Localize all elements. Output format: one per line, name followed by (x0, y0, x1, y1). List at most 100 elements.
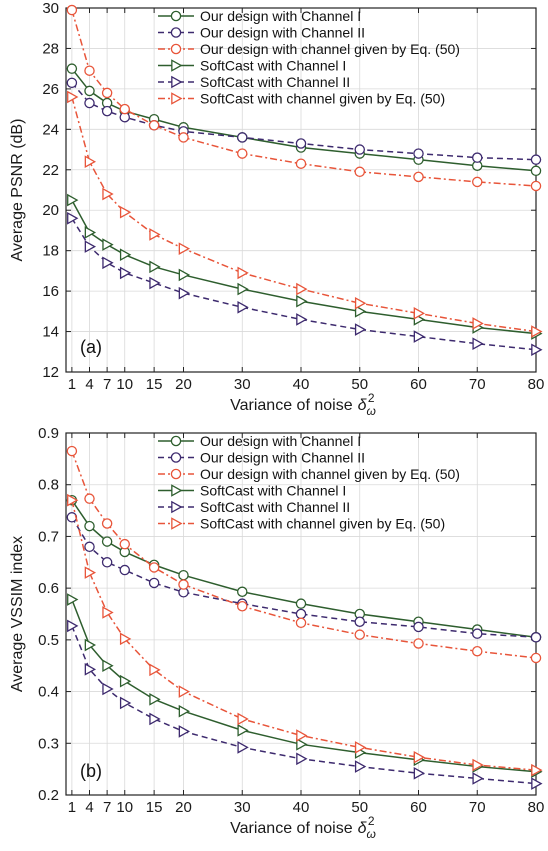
data-point (178, 242, 191, 255)
data-point (236, 148, 248, 159)
data-point (67, 90, 79, 104)
data-point (237, 712, 249, 726)
data-point (84, 85, 95, 97)
data-point (66, 77, 78, 89)
data-point (84, 155, 97, 168)
data-point (531, 777, 543, 790)
x-tick-label: 60 (410, 376, 427, 393)
data-point (66, 4, 78, 16)
data-point (67, 593, 79, 606)
data-point (148, 577, 160, 589)
data-point (178, 725, 191, 738)
x-axis-title-text: Variance of noise (230, 397, 353, 414)
data-point (178, 286, 191, 300)
y-tick-label: 0.2 (38, 787, 59, 804)
data-point (66, 445, 78, 457)
x-tick-label: 10 (116, 376, 133, 393)
series-4 (67, 212, 543, 357)
data-point (296, 294, 308, 308)
data-point (354, 741, 367, 754)
y-tick-label: 0.7 (38, 528, 59, 545)
x-tick-label: 15 (146, 376, 163, 393)
series-line (71, 199, 537, 335)
y-tick-label: 18 (42, 243, 59, 260)
x-axis-title: Variance of noise δω2 (230, 391, 376, 418)
series-line (71, 500, 537, 771)
series-5 (67, 90, 543, 338)
series-3 (67, 193, 543, 340)
data-point (236, 586, 248, 598)
y-tick-label: 0.5 (38, 632, 59, 649)
legend-entry: SoftCast with Channel I (200, 58, 346, 74)
x-axis-symbol: δ (358, 820, 368, 837)
y-tick-label: 0.3 (38, 735, 59, 752)
data-point (295, 158, 307, 169)
legend-swatch-marker (170, 10, 182, 22)
data-point (236, 600, 248, 612)
x-tick-label: 1 (68, 799, 76, 816)
data-point (354, 166, 365, 178)
data-point (237, 266, 249, 280)
y-tick-label: 16 (42, 283, 59, 300)
legend-entry: Our design with channel given by Eq. (50… (200, 41, 460, 57)
data-point (354, 296, 367, 310)
x-axis-subscript: ω (366, 827, 375, 841)
series-line (71, 217, 537, 351)
data-point (531, 763, 543, 777)
data-point (119, 696, 132, 710)
x-tick-label: 1 (68, 376, 76, 393)
data-point (149, 663, 161, 677)
data-point (101, 536, 113, 547)
data-point (67, 212, 79, 225)
data-point (530, 165, 542, 177)
series-4 (67, 619, 543, 790)
x-axis-superscript: 2 (368, 391, 375, 405)
data-point (84, 520, 95, 532)
x-tick-label: 40 (293, 799, 310, 816)
data-point (119, 538, 131, 550)
legend-swatch-marker (170, 43, 182, 55)
data-point (66, 63, 78, 74)
legend-entry: Our design with Channel I (200, 8, 361, 24)
legend-swatch-marker (170, 468, 182, 480)
series-line (71, 625, 537, 785)
legend-swatch-marker (171, 517, 183, 530)
data-point (119, 266, 132, 280)
data-point (295, 608, 307, 620)
data-point (530, 180, 542, 192)
data-point (472, 337, 484, 350)
data-point (530, 154, 542, 165)
x-tick-label: 7 (103, 799, 111, 816)
data-point (84, 65, 95, 76)
data-point (149, 228, 161, 241)
data-point (102, 238, 114, 251)
series-2 (66, 445, 542, 664)
data-point (237, 300, 249, 314)
data-point (84, 566, 97, 579)
y-tick-label: 20 (42, 202, 59, 219)
data-point (101, 518, 113, 529)
x-tick-label: 20 (175, 376, 192, 393)
data-point (413, 171, 424, 183)
x-tick-label: 60 (410, 799, 427, 816)
series-5 (67, 493, 543, 777)
legend-entry: SoftCast with channel given by Eq. (50) (200, 516, 445, 532)
data-point (354, 616, 365, 628)
data-point (102, 187, 114, 201)
data-point (178, 268, 191, 282)
data-point (354, 760, 367, 773)
x-tick-label: 50 (351, 376, 368, 393)
data-point (531, 343, 543, 357)
y-tick-label: 24 (42, 121, 59, 138)
data-point (295, 138, 307, 149)
y-tick-label: 26 (42, 81, 59, 98)
legend: Our design with Channel I Our design with… (158, 8, 460, 107)
data-point (413, 621, 424, 633)
data-point (295, 617, 307, 629)
x-tick-label: 70 (469, 799, 486, 816)
x-tick-label: 4 (85, 376, 93, 393)
data-point (413, 330, 426, 343)
data-point (472, 772, 484, 785)
x-tick-label: 40 (293, 376, 310, 393)
x-tick-label: 80 (528, 799, 545, 816)
